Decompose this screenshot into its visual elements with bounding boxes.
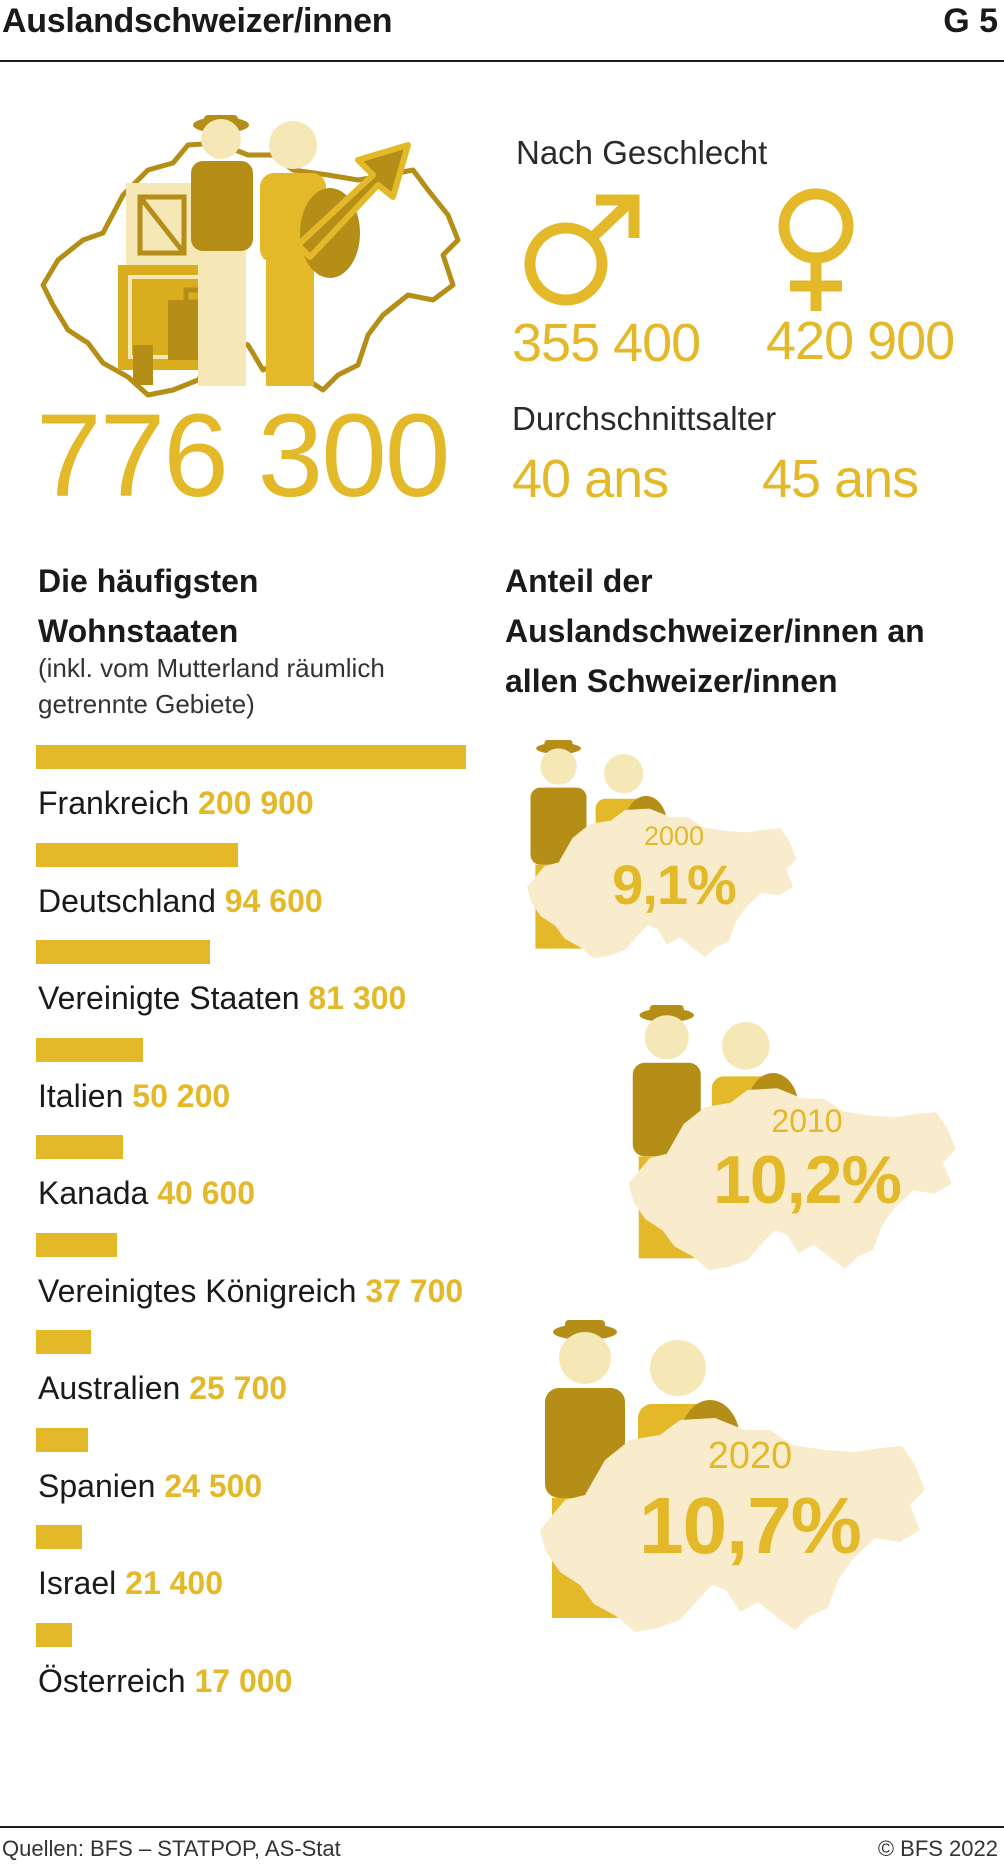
country-label: Deutschland 94 600 (38, 883, 323, 920)
country-bar (36, 745, 466, 769)
share-title: Anteil der Auslandschweizer/innen an all… (505, 563, 925, 699)
female-count: 420 900 (766, 311, 955, 371)
total-value: 776 300 (36, 390, 451, 522)
share-figure-icon (540, 1320, 925, 1632)
footer-rule (0, 1826, 1004, 1828)
country-label: Österreich 17 000 (38, 1663, 292, 1700)
female-age: 45 ans (762, 449, 919, 509)
source-note: Quellen: BFS – STATPOP, AS-Stat (2, 1836, 341, 1861)
country-label: Israel 21 400 (38, 1565, 223, 1602)
country-name: Vereinigtes Königreich (38, 1272, 366, 1309)
country-label: Australien 25 700 (38, 1370, 287, 1407)
country-value: 200 900 (198, 785, 314, 821)
man-body-icon (191, 161, 253, 251)
arrow-up-icon (295, 142, 411, 260)
male-count: 355 400 (512, 313, 701, 373)
copyright-note: © BFS 2022 (877, 1836, 998, 1861)
male-symbol-icon (524, 194, 640, 306)
age-heading: Durchschnittsalter (512, 400, 777, 437)
country-value: 37 700 (365, 1272, 464, 1309)
gender-heading: Nach Geschlecht (516, 134, 768, 171)
country-bar (36, 940, 210, 964)
country-name: Australien (38, 1370, 190, 1406)
country-bar (36, 1525, 82, 1549)
country-name: Israel (38, 1565, 126, 1601)
country-value: 50 200 (132, 1077, 231, 1114)
male-age: 40 ans (512, 449, 669, 509)
country-bar (36, 1232, 117, 1257)
emigration-illustration (40, 115, 461, 398)
share-year: 2010 (771, 1102, 843, 1139)
chart-title: Auslandschweizer/innen (2, 2, 393, 40)
country-bar (36, 1037, 144, 1062)
country-bar (36, 842, 239, 867)
country-value: 21 400 (125, 1565, 224, 1601)
country-bar (36, 1135, 123, 1159)
country-label: Frankreich 200 900 (38, 785, 314, 822)
countries-subtitle: (inkl. vom Mutterland räumlich getrennte… (38, 653, 385, 719)
countries-title: Die häufigsten Wohnstaaten (38, 563, 259, 649)
country-value: 24 500 (164, 1467, 263, 1504)
country-name: Italien (38, 1077, 133, 1114)
country-value: 81 300 (308, 980, 407, 1016)
share-value: 9,1% (612, 853, 737, 916)
header-rule (0, 60, 1004, 62)
country-bar (36, 1330, 91, 1354)
share-value: 10,7% (639, 1481, 862, 1570)
share-value: 10,2% (713, 1142, 902, 1218)
share-figure-icon (527, 740, 797, 959)
country-bar (36, 1427, 89, 1452)
country-name: Deutschland (38, 882, 225, 919)
country-bar (36, 1622, 73, 1647)
country-name: Kanada (38, 1175, 158, 1211)
country-label: Vereinigtes Königreich 37 700 (38, 1273, 463, 1310)
share-figure-icon (628, 1005, 956, 1271)
man-head-icon (201, 119, 241, 159)
country-value: 17 000 (194, 1662, 293, 1699)
country-name: Frankreich (38, 785, 199, 821)
country-label: Kanada 40 600 (38, 1175, 255, 1212)
country-value: 94 600 (224, 882, 323, 919)
country-name: Österreich (38, 1662, 195, 1699)
female-symbol-icon (778, 188, 854, 311)
country-value: 25 700 (189, 1370, 288, 1406)
figure-number: G 5 (943, 2, 998, 40)
share-year: 2000 (643, 820, 705, 851)
share-year: 2020 (707, 1435, 793, 1477)
country-label: Italien 50 200 (38, 1078, 230, 1115)
country-value: 40 600 (157, 1175, 256, 1211)
country-name: Spanien (38, 1467, 165, 1504)
country-name: Vereinigte Staaten (38, 980, 309, 1016)
country-label: Spanien 24 500 (38, 1468, 262, 1505)
country-label: Vereinigte Staaten 81 300 (38, 980, 406, 1017)
